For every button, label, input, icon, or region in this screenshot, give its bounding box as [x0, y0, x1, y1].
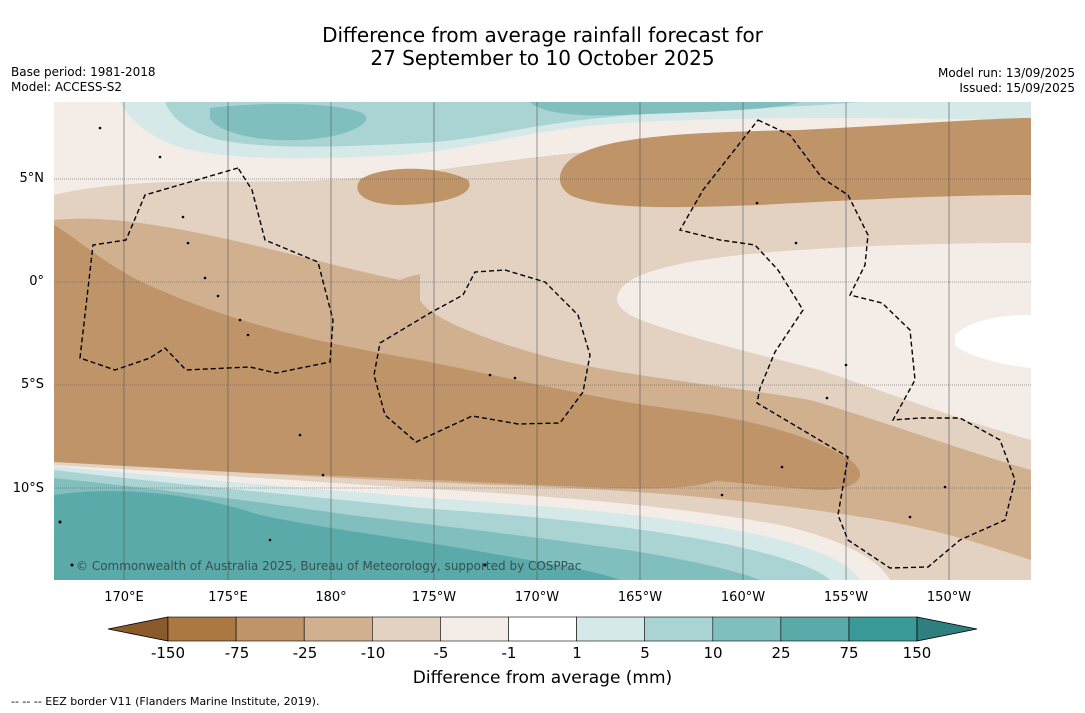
lat-label-10s: 10°S — [12, 481, 44, 496]
model-run-text: Model run: 13/09/2025 — [937, 66, 1075, 80]
colorbar-tick-3: -10 — [360, 644, 386, 662]
lon-label-155w: 155°W — [823, 590, 869, 605]
colorbar-tick-9: 25 — [771, 644, 791, 662]
colorbar-cell-1 — [167, 616, 237, 642]
contour-east-white — [955, 315, 1031, 368]
contour-ne-brown — [559, 118, 1031, 208]
colorbar-tick-5: -1 — [501, 644, 517, 662]
map-title-line-1: Difference from average rainfall forecas… — [322, 23, 763, 47]
colorbar-tick-2: -25 — [292, 644, 318, 662]
contour-south-brown — [54, 440, 730, 489]
colorbar-left-arrow — [107, 616, 169, 642]
meta-left: Base period: 1981-2018 Model: ACCESS-S2 — [11, 65, 156, 95]
colorbar-cell-4 — [371, 616, 441, 642]
colorbar-tick-1: -75 — [224, 644, 250, 662]
eez-border-east — [678, 119, 1016, 569]
colorbar-cell-5 — [440, 616, 509, 642]
contour-south-teal-4 — [54, 491, 620, 580]
colorbar-cell-10 — [780, 616, 850, 642]
colorbar-cell-7 — [576, 616, 645, 642]
colorbar-title: Difference from average (mm) — [412, 668, 673, 688]
base-period-text: Base period: 1981-2018 — [11, 65, 156, 79]
eez-footnote: -- -- -- EEZ border V11 (Flanders Marine… — [11, 695, 320, 708]
map-title-line-2: 27 September to 10 October 2025 — [370, 46, 715, 70]
graticule — [54, 102, 1031, 580]
eez-borders — [79, 119, 1016, 569]
model-text: Model: ACCESS-S2 — [11, 80, 123, 94]
copyright-credit: © Commonwealth of Australia 2025, Bureau… — [76, 559, 582, 573]
colorbar-cell-8 — [644, 616, 714, 642]
colorbar-tick-4: -5 — [433, 644, 449, 662]
lon-label-180: 180° — [315, 590, 347, 605]
colorbar-tick-11: 150 — [902, 644, 932, 662]
lon-label-160w: 160°W — [720, 590, 766, 605]
contour-east-pale-inner — [617, 243, 1031, 440]
colorbar-right-arrow — [916, 616, 978, 642]
lon-label-175w: 175°W — [411, 590, 457, 605]
lon-label-170w: 170°W — [514, 590, 560, 605]
lat-label-5s: 5°S — [20, 377, 44, 392]
colorbar-tick-10: 75 — [839, 644, 859, 662]
meta-right: Model run: 13/09/2025 Issued: 15/09/2025 — [938, 66, 1075, 96]
contour-n-brown-small — [357, 168, 470, 205]
lon-label-175e: 175°E — [208, 590, 248, 605]
lat-label-0: 0° — [29, 274, 44, 289]
colorbar-tick-7: 5 — [640, 644, 650, 662]
colorbar-cell-9 — [712, 616, 782, 642]
eez-border-west — [79, 167, 334, 374]
contour-top-teal-4 — [530, 102, 800, 116]
islands — [58, 126, 947, 567]
colorbar-cells — [167, 616, 918, 642]
contour-fill-layer — [54, 102, 1031, 580]
contour-west-brown — [54, 225, 860, 490]
issued-text: Issued: 15/09/2025 — [959, 81, 1075, 95]
lon-label-150w: 150°W — [926, 590, 972, 605]
colorbar-cell-11 — [848, 616, 918, 642]
colorbar-tick-8: 10 — [703, 644, 723, 662]
colorbar — [107, 616, 978, 642]
contour-top-teal-3 — [210, 103, 367, 141]
lat-label-5n: 5°N — [19, 171, 45, 186]
colorbar-cell-6 — [508, 616, 577, 642]
lon-label-170e: 170°E — [104, 590, 144, 605]
lon-label-165w: 165°W — [617, 590, 663, 605]
colorbar-tick-6: 1 — [572, 644, 582, 662]
colorbar-tick-0: -150 — [150, 644, 186, 662]
eez-border-central — [373, 269, 591, 443]
colorbar-cell-2 — [235, 616, 305, 642]
colorbar-cell-3 — [303, 616, 373, 642]
